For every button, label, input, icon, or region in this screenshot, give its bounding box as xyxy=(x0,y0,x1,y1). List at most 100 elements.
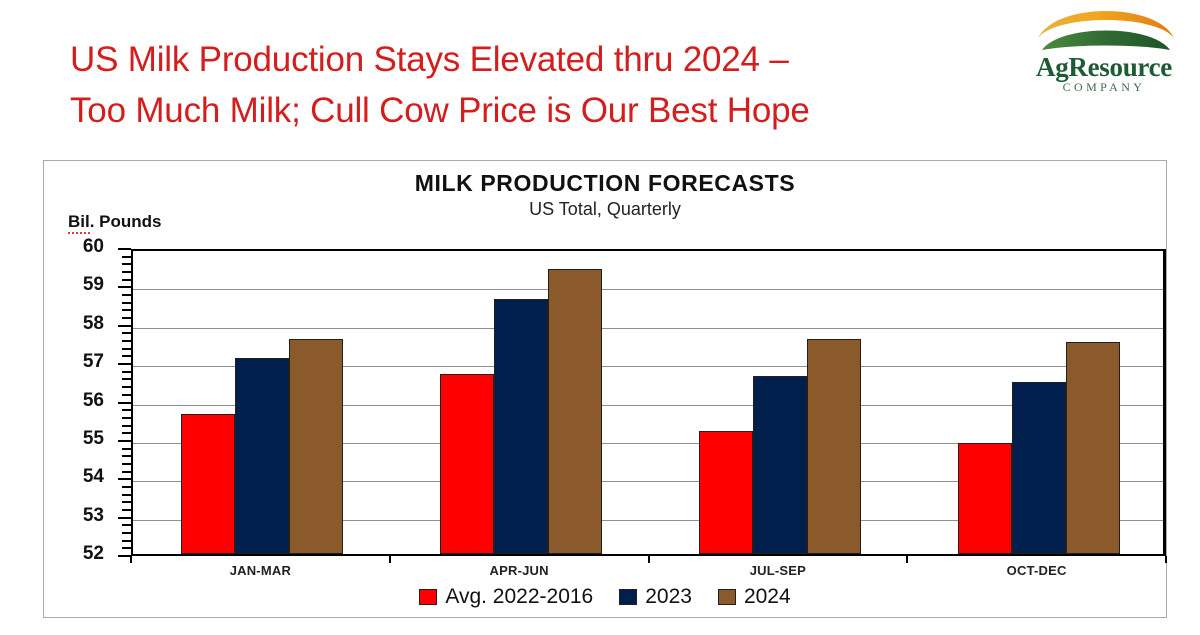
x-axis-tick xyxy=(906,556,909,563)
legend-label: 2024 xyxy=(743,585,791,608)
chart-container: MILK PRODUCTION FORECASTS US Total, Quar… xyxy=(43,160,1167,618)
y-axis-minor-tick xyxy=(122,355,131,358)
y-axis-minor-tick xyxy=(122,470,131,473)
legend-label: 2023 xyxy=(645,585,692,608)
y-axis-minor-tick xyxy=(122,309,131,312)
bar xyxy=(698,431,753,554)
y-axis-minor-tick xyxy=(122,547,131,550)
y-axis-major-tick xyxy=(118,248,131,250)
bar xyxy=(752,375,807,554)
y-axis-minor-tick xyxy=(122,347,131,350)
y-axis-unit-rest: . Pounds xyxy=(89,212,162,231)
bar xyxy=(548,269,603,554)
y-axis-minor-tick xyxy=(122,317,131,320)
legend-item[interactable]: Avg. 2022-2016 xyxy=(419,585,593,609)
y-axis-minor-tick xyxy=(122,416,131,419)
y-axis-minor-tick xyxy=(122,501,131,504)
y-axis-minor-tick xyxy=(122,485,131,488)
y-axis-minor-tick xyxy=(122,294,131,297)
y-axis-major-tick xyxy=(118,286,131,289)
bar xyxy=(289,339,344,554)
y-axis-minor-tick xyxy=(122,370,131,373)
sun-over-hill-icon xyxy=(1038,11,1174,50)
legend-label: Avg. 2022-2016 xyxy=(445,585,594,608)
y-axis-minor-tick xyxy=(122,531,131,534)
gridline xyxy=(133,481,1163,483)
legend-swatch xyxy=(419,589,438,605)
y-axis-minor-tick xyxy=(122,278,131,281)
y-axis-minor-tick xyxy=(122,493,131,496)
page-title: US Milk Production Stays Elevated thru 2… xyxy=(70,40,810,131)
x-axis-tick xyxy=(388,556,391,563)
bar xyxy=(494,298,549,554)
y-axis-tick-label: 53 xyxy=(82,504,104,526)
y-axis-minor-tick xyxy=(122,462,131,465)
y-axis-minor-tick xyxy=(122,378,131,381)
gridline xyxy=(133,519,1163,521)
y-axis-major-tick xyxy=(118,478,131,481)
x-axis-tick xyxy=(130,556,132,563)
bar xyxy=(440,373,495,554)
gridline xyxy=(133,366,1163,368)
y-axis-minor-tick xyxy=(122,424,131,427)
y-axis-major-tick xyxy=(118,439,131,442)
y-axis-major-tick xyxy=(118,324,131,327)
bar xyxy=(181,413,236,554)
y-axis-minor-tick xyxy=(122,539,131,542)
y-axis-major-tick xyxy=(118,363,131,366)
bar xyxy=(806,339,861,554)
y-axis-tick-label: 52 xyxy=(82,543,104,564)
y-axis-minor-tick xyxy=(122,263,131,266)
bar xyxy=(1065,341,1120,554)
y-axis-minor-tick xyxy=(122,332,131,335)
y-axis-minor-tick xyxy=(122,386,131,389)
plot-area xyxy=(131,249,1166,556)
bar xyxy=(957,443,1012,554)
y-axis-minor-tick xyxy=(122,447,131,450)
bar xyxy=(1011,382,1066,554)
y-axis-tick-label: 58 xyxy=(82,312,104,334)
y-axis-tick-label: 56 xyxy=(82,389,104,411)
y-axis-tick-label: 55 xyxy=(82,427,104,449)
y-axis-minor-tick xyxy=(122,301,131,304)
y-axis-minor-tick xyxy=(122,455,131,458)
y-axis-unit-prefix: Bil xyxy=(68,212,90,234)
y-axis-major-tick xyxy=(118,516,131,519)
y-axis-tick-label: 54 xyxy=(82,466,104,488)
y-axis-minor-tick xyxy=(122,524,131,527)
y-axis-unit-label: Bil. Pounds xyxy=(68,212,162,234)
gridline xyxy=(133,289,1163,291)
gridline xyxy=(133,442,1163,444)
y-axis-minor-tick xyxy=(122,409,131,412)
x-axis-tick xyxy=(647,556,650,563)
x-axis-category-label: JAN-MAR xyxy=(229,563,292,578)
x-axis-category-label: OCT-DEC xyxy=(1006,563,1067,578)
x-axis-tick xyxy=(1165,556,1167,563)
y-axis-minor-tick xyxy=(122,432,131,435)
y-axis-minor-tick xyxy=(122,508,131,511)
y-axis-minor-tick xyxy=(122,340,131,343)
legend-swatch xyxy=(717,589,736,605)
x-axis-category-label: JUL-SEP xyxy=(749,563,807,578)
x-axis-category-label: APR-JUN xyxy=(489,563,549,578)
y-axis-tick-label: 59 xyxy=(82,274,104,296)
chart-subtitle: US Total, Quarterly xyxy=(529,199,681,219)
y-axis-tick-label: 60 xyxy=(82,236,104,257)
legend-item[interactable]: 2023 xyxy=(619,585,692,609)
y-axis-minor-tick xyxy=(122,255,131,258)
y-axis-minor-tick xyxy=(122,271,131,274)
y-axis-tick-label: 57 xyxy=(82,351,104,373)
logo-wordmark: AgResource xyxy=(1036,52,1172,82)
gridline xyxy=(133,404,1163,406)
agresource-logo: AgResource COMPANY xyxy=(1016,2,1192,100)
bar xyxy=(235,358,290,554)
legend-item[interactable]: 2024 xyxy=(717,585,791,609)
y-axis-major-tick xyxy=(118,555,131,557)
chart-legend: Avg. 2022-2016 2023 2024 xyxy=(44,585,1166,609)
legend-swatch xyxy=(619,589,638,605)
logo-subtitle: COMPANY xyxy=(1062,80,1146,94)
gridline xyxy=(133,327,1163,329)
chart-title: MILK PRODUCTION FORECASTS xyxy=(414,170,796,196)
y-axis-minor-tick xyxy=(122,393,131,396)
y-axis-major-tick xyxy=(118,401,131,404)
